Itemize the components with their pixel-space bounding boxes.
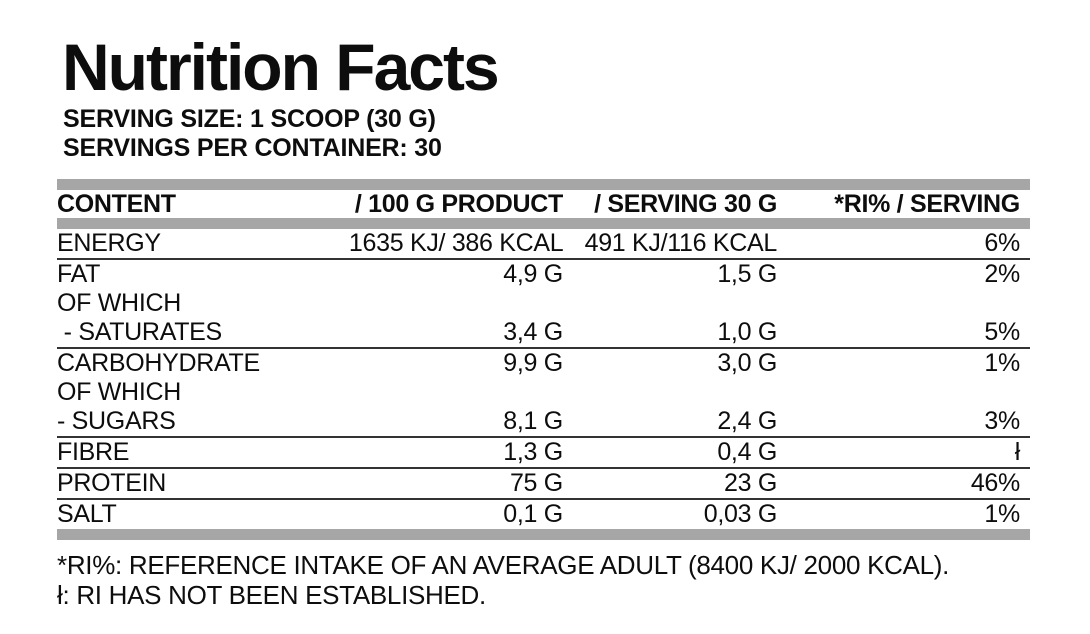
cell-per-serving-value: 0,4 G bbox=[717, 438, 777, 466]
cell-per-100g-value: 3,4 G bbox=[503, 318, 563, 346]
cell-per-serving-value: 1,0 G bbox=[717, 318, 777, 346]
cell-ri-percent-value: 6% bbox=[984, 229, 1020, 257]
cell-nutrient-name: FIBRE bbox=[57, 438, 130, 466]
cell-per-100g-value: 8,1 G bbox=[503, 407, 563, 435]
column-header-ri-percent: *RI% / SERVING bbox=[834, 190, 1020, 218]
table-row: OF WHICH bbox=[57, 378, 1030, 407]
column-header-per-100g: / 100 G PRODUCT bbox=[354, 190, 563, 218]
column-header-per-serving: / SERVING 30 G bbox=[594, 190, 777, 218]
table-row: - SATURATES 3,4 G 1,0 G 5% bbox=[57, 318, 1030, 347]
table-row: SALT 0,1 G 0,03 G 1% bbox=[57, 498, 1030, 529]
cell-ri-percent-value: 46% bbox=[970, 469, 1020, 497]
cell-ri-percent-value: 3% bbox=[984, 407, 1020, 435]
cell-ri-percent-value: 1% bbox=[984, 500, 1020, 528]
cell-nutrient-name: SALT bbox=[57, 500, 117, 528]
table-row: CARBOHYDRATE 9,9 G 3,0 G 1% bbox=[57, 347, 1030, 378]
footnotes: *RI%: REFERENCE INTAKE OF AN AVERAGE ADU… bbox=[57, 550, 1030, 610]
cell-nutrient-name: ENERGY bbox=[57, 229, 161, 257]
nutrition-facts-label: Nutrition Facts SERVING SIZE: 1 SCOOP (3… bbox=[57, 0, 1030, 610]
table-row: OF WHICH bbox=[57, 289, 1030, 318]
cell-per-100g-value: 1,3 G bbox=[503, 438, 563, 466]
cell-per-serving-value: 491 KJ/116 KCAL bbox=[584, 229, 778, 257]
cell-ri-percent-value: 5% bbox=[984, 318, 1020, 346]
page-title: Nutrition Facts bbox=[62, 30, 500, 104]
cell-ri-percent-value: ł bbox=[1014, 438, 1021, 466]
cell-per-serving-value: 0,03 G bbox=[703, 500, 778, 528]
cell-per-serving-value: 3,0 G bbox=[717, 349, 777, 377]
cell-per-serving-value: 2,4 G bbox=[717, 407, 777, 435]
separator-bar-header bbox=[57, 218, 1030, 229]
cell-nutrient-name: OF WHICH bbox=[57, 289, 181, 317]
table-row: FIBRE 1,3 G 0,4 G ł bbox=[57, 436, 1030, 467]
cell-nutrient-name: CARBOHYDRATE bbox=[57, 349, 260, 377]
table-row: PROTEIN 75 G 23 G 46% bbox=[57, 467, 1030, 498]
cell-nutrient-name: - SUGARS bbox=[57, 407, 176, 435]
table-row: FAT 4,9 G 1,5 G 2% bbox=[57, 258, 1030, 289]
cell-per-100g-value: 75 G bbox=[509, 469, 563, 497]
cell-nutrient-name: OF WHICH bbox=[57, 378, 181, 406]
table-row: - SUGARS 8,1 G 2,4 G 3% bbox=[57, 407, 1030, 436]
serving-size-text: SERVING SIZE: 1 SCOOP (30 G) bbox=[63, 105, 436, 133]
nutrition-table-body: ENERGY 1635 KJ/ 386 KCAL 491 KJ/116 KCAL… bbox=[57, 229, 1030, 529]
cell-nutrient-name: FAT bbox=[57, 260, 101, 288]
cell-nutrient-name: - SATURATES bbox=[57, 318, 223, 346]
footnote-reference-intake: *RI%: REFERENCE INTAKE OF AN AVERAGE ADU… bbox=[57, 550, 950, 580]
cell-per-100g-value: 4,9 G bbox=[503, 260, 563, 288]
column-header-content: CONTENT bbox=[57, 190, 176, 218]
table-header-row: CONTENT / 100 G PRODUCT / SERVING 30 G *… bbox=[57, 190, 1030, 218]
servings-per-container-text: SERVINGS PER CONTAINER: 30 bbox=[63, 134, 442, 162]
cell-per-100g-value: 1635 KJ/ 386 KCAL bbox=[348, 229, 564, 257]
table-row: ENERGY 1635 KJ/ 386 KCAL 491 KJ/116 KCAL… bbox=[57, 229, 1030, 258]
cell-per-100g-value: 0,1 G bbox=[503, 500, 563, 528]
footnote-ri-not-established: ł: RI HAS NOT BEEN ESTABLISHED. bbox=[57, 580, 486, 610]
separator-bar-top bbox=[57, 179, 1030, 190]
cell-per-serving-value: 1,5 G bbox=[717, 260, 777, 288]
cell-ri-percent-value: 2% bbox=[984, 260, 1020, 288]
cell-per-100g-value: 9,9 G bbox=[503, 349, 563, 377]
cell-per-serving-value: 23 G bbox=[723, 469, 777, 497]
cell-nutrient-name: PROTEIN bbox=[57, 469, 167, 497]
cell-ri-percent-value: 1% bbox=[984, 349, 1020, 377]
separator-bar-bottom bbox=[57, 529, 1030, 540]
